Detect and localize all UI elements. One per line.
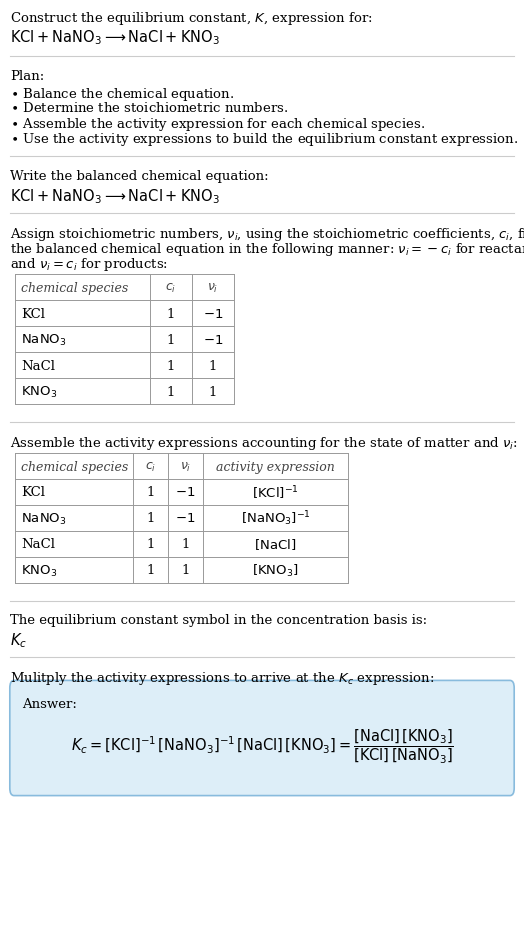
Text: $\mathrm{KCl + NaNO_3 \longrightarrow NaCl + KNO_3}$: $\mathrm{KCl + NaNO_3 \longrightarrow Na…	[10, 28, 220, 47]
Text: activity expression: activity expression	[216, 460, 335, 474]
Text: 1: 1	[146, 538, 155, 551]
Text: $\mathrm{NaNO_3}$: $\mathrm{NaNO_3}$	[21, 512, 67, 527]
Text: 1: 1	[146, 487, 155, 499]
Text: $\bullet$ Use the activity expressions to build the equilibrium constant express: $\bullet$ Use the activity expressions t…	[10, 131, 518, 148]
Text: chemical species: chemical species	[21, 282, 128, 294]
Text: $-1$: $-1$	[203, 333, 223, 346]
Text: $\nu_i$: $\nu_i$	[180, 460, 191, 474]
Text: Construct the equilibrium constant, $K$, expression for:: Construct the equilibrium constant, $K$,…	[10, 10, 373, 27]
Text: 1: 1	[146, 512, 155, 526]
Text: $K_c$: $K_c$	[10, 631, 27, 650]
Text: $\mathrm{NaNO_3}$: $\mathrm{NaNO_3}$	[21, 332, 67, 347]
Text: $K_c = [\mathrm{KCl}]^{-1}\,[\mathrm{NaNO_3}]^{-1}\,[\mathrm{NaCl}]\,[\mathrm{KN: $K_c = [\mathrm{KCl}]^{-1}\,[\mathrm{NaN…	[71, 727, 453, 765]
Text: Write the balanced chemical equation:: Write the balanced chemical equation:	[10, 170, 269, 183]
Text: $\mathrm{KNO_3}$: $\mathrm{KNO_3}$	[21, 564, 57, 579]
Text: 1: 1	[167, 360, 175, 373]
Text: $[\mathrm{NaCl}]$: $[\mathrm{NaCl}]$	[254, 537, 297, 552]
Text: 1: 1	[167, 333, 175, 346]
Text: $c_i$: $c_i$	[166, 282, 177, 294]
Text: $\mathrm{KCl + NaNO_3 \longrightarrow NaCl + KNO_3}$: $\mathrm{KCl + NaNO_3 \longrightarrow Na…	[10, 187, 220, 206]
Text: $\nu_i$: $\nu_i$	[208, 282, 219, 294]
Text: 1: 1	[209, 385, 217, 399]
Text: $\bullet$ Balance the chemical equation.: $\bullet$ Balance the chemical equation.	[10, 86, 234, 103]
Text: $[\mathrm{KCl}]^{-1}$: $[\mathrm{KCl}]^{-1}$	[252, 484, 299, 502]
Text: $c_i$: $c_i$	[145, 460, 156, 474]
Text: 1: 1	[181, 538, 190, 551]
Text: 1: 1	[167, 307, 175, 321]
Text: $\bullet$ Determine the stoichiometric numbers.: $\bullet$ Determine the stoichiometric n…	[10, 101, 288, 115]
Text: $\bullet$ Assemble the activity expression for each chemical species.: $\bullet$ Assemble the activity expressi…	[10, 116, 425, 133]
Text: Answer:: Answer:	[22, 698, 77, 711]
Text: NaCl: NaCl	[21, 360, 55, 373]
Text: $-1$: $-1$	[203, 307, 223, 321]
Text: $[\mathrm{KNO_3}]$: $[\mathrm{KNO_3}]$	[252, 563, 299, 579]
Text: Assemble the activity expressions accounting for the state of matter and $\nu_i$: Assemble the activity expressions accoun…	[10, 435, 518, 452]
Text: chemical species: chemical species	[21, 460, 128, 474]
Text: 1: 1	[146, 565, 155, 578]
Text: the balanced chemical equation in the following manner: $\nu_i = -c_i$ for react: the balanced chemical equation in the fo…	[10, 241, 524, 258]
Text: NaCl: NaCl	[21, 538, 55, 551]
Text: 1: 1	[181, 565, 190, 578]
Text: KCl: KCl	[21, 307, 45, 321]
Text: $\mathrm{KNO_3}$: $\mathrm{KNO_3}$	[21, 384, 57, 400]
Text: Assign stoichiometric numbers, $\nu_i$, using the stoichiometric coefficients, $: Assign stoichiometric numbers, $\nu_i$, …	[10, 226, 524, 243]
Text: Mulitply the activity expressions to arrive at the $K_c$ expression:: Mulitply the activity expressions to arr…	[10, 670, 434, 687]
Text: KCl: KCl	[21, 487, 45, 499]
Text: and $\nu_i = c_i$ for products:: and $\nu_i = c_i$ for products:	[10, 256, 168, 273]
Text: $-1$: $-1$	[176, 512, 195, 526]
Text: 1: 1	[167, 385, 175, 399]
Text: $-1$: $-1$	[176, 487, 195, 499]
Text: 1: 1	[209, 360, 217, 373]
Text: Plan:: Plan:	[10, 70, 44, 83]
Text: The equilibrium constant symbol in the concentration basis is:: The equilibrium constant symbol in the c…	[10, 614, 427, 627]
Text: $[\mathrm{NaNO_3}]^{-1}$: $[\mathrm{NaNO_3}]^{-1}$	[241, 510, 311, 529]
